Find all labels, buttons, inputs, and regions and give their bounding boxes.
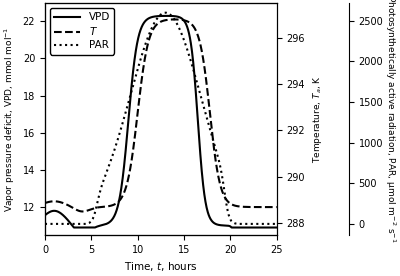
$T$ bbox=[145, 45, 150, 48]
$T$ bbox=[172, 18, 177, 21]
Legend: VPD, $T$, PAR: VPD, $T$, PAR bbox=[50, 8, 114, 55]
$T$ bbox=[66, 204, 71, 207]
$T$ bbox=[224, 198, 228, 201]
Y-axis label: Temperature, $T_a$, K: Temperature, $T_a$, K bbox=[310, 75, 324, 163]
PAR bbox=[224, 199, 228, 202]
VPD bbox=[202, 194, 207, 197]
$T$ bbox=[80, 210, 85, 213]
Y-axis label: Photosynthetically active radiation, PAR, μmol m$^{-2}$ s$^{-1}$: Photosynthetically active radiation, PAR… bbox=[383, 0, 397, 243]
$T$ bbox=[274, 205, 279, 209]
VPD bbox=[145, 18, 150, 21]
Line: PAR: PAR bbox=[45, 13, 277, 224]
$T$ bbox=[42, 201, 47, 205]
Line: $T$: $T$ bbox=[45, 19, 277, 211]
PAR bbox=[136, 64, 141, 67]
VPD bbox=[164, 14, 169, 18]
VPD bbox=[224, 224, 228, 227]
PAR bbox=[202, 107, 207, 111]
VPD bbox=[42, 214, 47, 217]
VPD bbox=[136, 34, 141, 37]
Line: VPD: VPD bbox=[45, 16, 277, 227]
X-axis label: Time, $t$, hours: Time, $t$, hours bbox=[124, 260, 198, 273]
PAR bbox=[144, 38, 149, 41]
VPD bbox=[66, 219, 71, 223]
PAR bbox=[274, 222, 279, 225]
$T$ bbox=[228, 202, 233, 205]
PAR bbox=[66, 222, 71, 225]
VPD bbox=[228, 225, 233, 228]
Y-axis label: Vapor pressure deficit, VPD, mmol mol$^{-1}$: Vapor pressure deficit, VPD, mmol mol$^{… bbox=[3, 26, 17, 212]
$T$ bbox=[202, 66, 207, 70]
PAR bbox=[42, 222, 47, 225]
PAR bbox=[228, 217, 232, 220]
VPD bbox=[274, 226, 279, 229]
PAR bbox=[163, 11, 168, 14]
VPD bbox=[72, 226, 76, 229]
$T$ bbox=[136, 101, 141, 104]
